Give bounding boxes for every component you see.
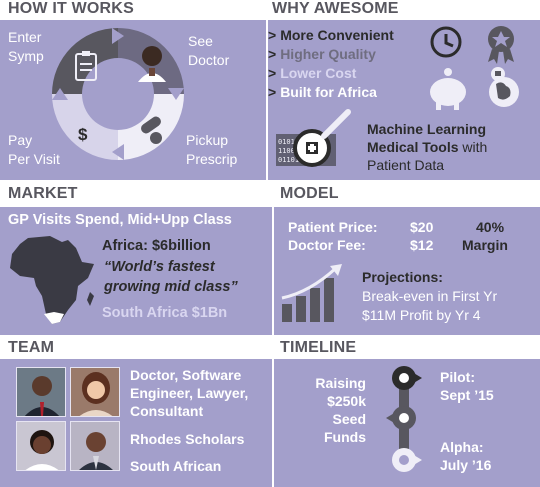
team-roles: Doctor, Software Engineer, Lawyer, Consu… xyxy=(130,367,249,419)
timeline-node-pilot xyxy=(392,366,422,390)
raising-funds-text: Raising $250k Seed Funds xyxy=(315,375,366,445)
benefit-quality: > Higher Quality xyxy=(268,46,376,62)
ml-tools-text: Machine Learning Medical Tools with Pati… xyxy=(367,121,488,173)
step-pay-per-visit: Pay Per Visit xyxy=(8,132,60,167)
dollar-icon: $ xyxy=(78,125,88,144)
piggy-bank-icon xyxy=(430,68,466,110)
cycle-segment-enter xyxy=(52,28,118,94)
why-icons xyxy=(430,26,519,110)
team-photo-2 xyxy=(70,367,120,417)
process-cycle-diagram xyxy=(52,28,184,160)
clock-icon xyxy=(430,26,462,58)
projections-block: Projections: Break-even in First Yr $11M… xyxy=(362,269,498,323)
magnifier-data-icon: 0101001101 1100101011 0110110010 xyxy=(276,109,351,167)
margin-label: Margin xyxy=(462,237,508,253)
team-header: TEAM xyxy=(8,339,55,356)
model-header: MODEL xyxy=(280,185,339,202)
team-photo-1 xyxy=(16,367,66,417)
step-see-doctor: See Doctor xyxy=(188,33,230,68)
africa-spend-label: Africa: $6billion xyxy=(102,238,211,254)
clipboard-icon xyxy=(75,51,97,81)
market-title: GP Visits Spend, Mid+Upp Class xyxy=(8,212,232,228)
doctor-fee-label: Doctor Fee: xyxy=(288,237,366,253)
benefit-cost: > Lower Cost xyxy=(268,65,357,81)
timeline-track xyxy=(386,366,422,472)
south-africa-label: South Africa $1Bn xyxy=(102,305,228,321)
benefits-list: > More Convenient > Higher Quality > Lower … xyxy=(268,26,394,102)
cycle-segment-pay xyxy=(52,94,118,160)
step-enter-symptoms: Enter Symp xyxy=(8,29,44,64)
doctor-fee-value: $12 xyxy=(410,237,434,253)
doctor-icon xyxy=(138,46,166,82)
team-origin: South African xyxy=(130,458,222,474)
alpha-milestone: Alpha: July ’16 xyxy=(440,439,492,473)
pills-icon xyxy=(141,116,162,144)
team-photo-3 xyxy=(16,421,66,471)
step-pickup-prescription: Pickup Prescrip xyxy=(186,132,238,167)
benefit-africa: > Built for Africa xyxy=(268,84,377,100)
globe-icon xyxy=(489,67,519,107)
market-header: MARKET xyxy=(8,185,78,202)
market-quote: “World’s fastest growing mid class” xyxy=(104,259,238,295)
africa-map-icon xyxy=(10,236,94,324)
patient-price-value: $20 xyxy=(410,219,434,235)
pilot-milestone: Pilot: Sept ’15 xyxy=(440,369,494,403)
benefit-convenient: > More Convenient xyxy=(268,27,394,43)
patient-price-label: Patient Price: xyxy=(288,219,378,235)
timeline-node-alpha xyxy=(392,448,422,472)
why-awesome-header: WHY AWESOME xyxy=(272,0,399,17)
team-photo-4 xyxy=(70,421,120,471)
growth-chart-icon xyxy=(281,264,342,322)
team-scholars: Rhodes Scholars xyxy=(130,431,245,447)
how-it-works-header: HOW IT WORKS xyxy=(8,0,134,17)
margin-value: 40% xyxy=(476,219,505,235)
award-ribbon-icon xyxy=(488,26,514,64)
timeline-header: TIMELINE xyxy=(280,339,357,356)
timeline-node-funding xyxy=(386,406,416,430)
